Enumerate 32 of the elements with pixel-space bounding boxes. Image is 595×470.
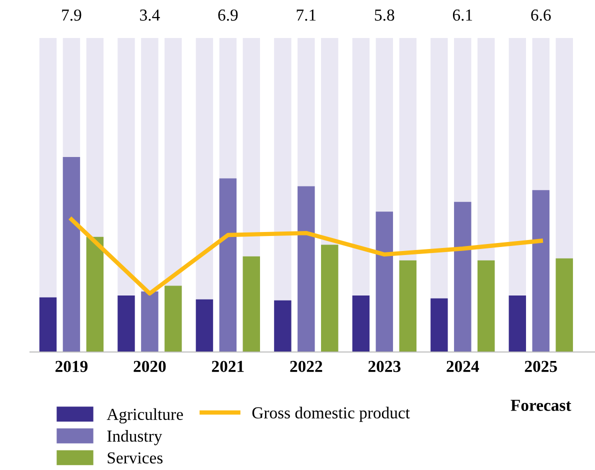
bar — [508, 295, 526, 352]
x-tick-label: 2024 — [446, 360, 480, 372]
legend-label: Services — [108, 452, 163, 464]
bar — [478, 260, 495, 352]
text: 7.1 — [296, 10, 316, 21]
x-tick-label: 2023 — [368, 360, 401, 372]
bar — [556, 258, 573, 352]
bar — [164, 286, 182, 352]
text: 5.8 — [374, 9, 394, 21]
bar — [399, 260, 416, 352]
legend-label: Agriculture — [106, 408, 183, 424]
bar — [352, 295, 370, 352]
x-tick-label: 2022 — [290, 360, 322, 372]
text: 6.9 — [218, 10, 238, 21]
x-tick-label: 2019 — [56, 360, 88, 372]
text: 3.4 — [140, 10, 160, 21]
bar — [274, 300, 292, 352]
x-tick-label: 2025 — [524, 360, 557, 372]
text: Forecast — [510, 400, 572, 411]
x-tick-label: 2021 — [212, 360, 244, 372]
text: 6.1 — [452, 10, 472, 21]
bar — [196, 299, 214, 352]
text: 6.6 — [531, 10, 551, 21]
legend-label: Industry — [107, 430, 162, 446]
bar — [242, 256, 260, 352]
text: 7.9 — [62, 10, 82, 21]
bar — [118, 295, 135, 352]
legend-label: Gross domestic product — [252, 406, 410, 422]
bar — [430, 298, 448, 352]
x-tick-label: 2020 — [134, 360, 166, 372]
bar — [141, 292, 158, 352]
bar — [39, 297, 57, 352]
